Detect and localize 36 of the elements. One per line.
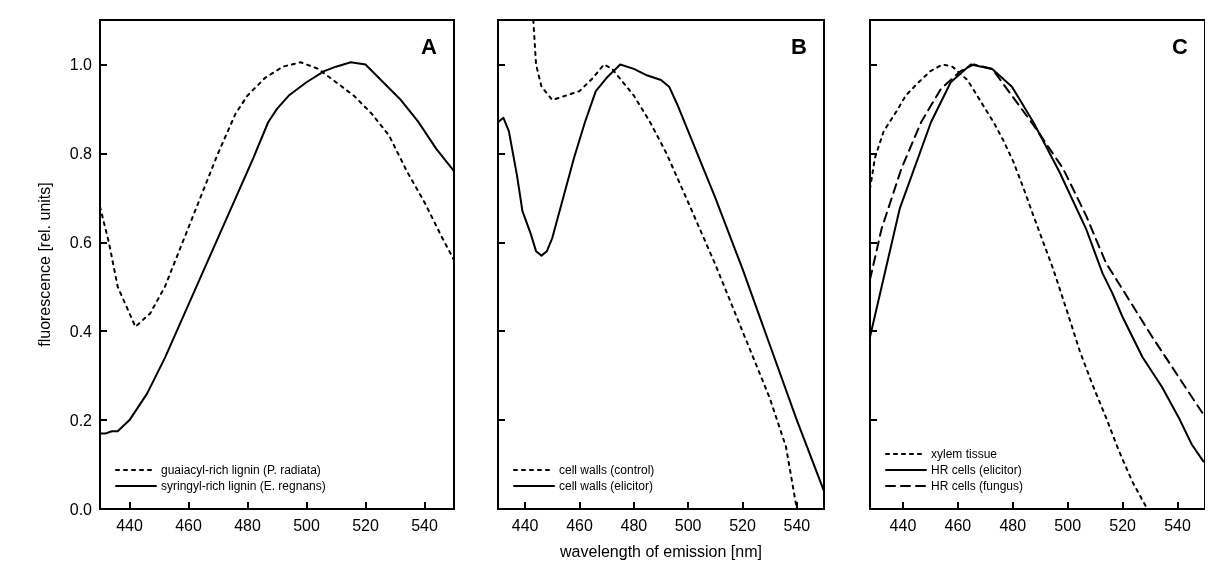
legend-label: syringyl-rich lignin (E. regnans) [161,479,326,493]
legend-label: HR cells (fungus) [931,479,1024,493]
y-tick-label: 0.0 [69,500,93,518]
text: C [1172,33,1189,59]
x-tick-label: 520 [1109,516,1137,534]
x-tick-label: 520 [352,516,379,534]
y-tick-label: 0.6 [69,233,93,251]
text: B [791,33,807,59]
legend-label: cell walls (elicitor) [559,479,654,493]
x-tick-label: 460 [944,516,972,534]
x-tick-label: 440 [116,516,143,534]
x-tick-label: 460 [566,516,593,534]
legend-label: guaiacyl-rich lignin (P. radiata) [161,463,321,477]
x-tick-label: 440 [889,516,917,534]
x-tick-label: 460 [175,516,202,534]
x-tick-label: 480 [234,516,261,534]
x-tick-label: 480 [620,516,648,534]
legend-label: xylem tissue [931,447,998,461]
x-tick-label: 500 [674,516,702,534]
x-tick-label: 520 [729,516,756,534]
x-tick-label: 480 [999,516,1027,534]
x-tick-label: 500 [293,516,320,534]
text: A [421,33,438,59]
y-tick-label: 0.2 [69,411,93,429]
y-axis-title: fluorescence [rel. units] [35,182,53,347]
legend-label: HR cells (elicitor) [931,463,1022,477]
x-tick-label: 440 [511,516,539,534]
legend-label: cell walls (control) [559,463,655,477]
x-tick-label: 540 [1164,516,1191,534]
y-tick-label: 0.4 [69,322,93,340]
x-tick-label: 540 [411,516,438,534]
x-tick-label: 540 [783,516,811,534]
x-tick-label: 500 [1054,516,1082,534]
x-axis-title: wavelength of emission [nm] [559,542,762,560]
y-tick-label: 0.8 [69,144,93,162]
y-tick-label: 1.0 [69,55,93,73]
